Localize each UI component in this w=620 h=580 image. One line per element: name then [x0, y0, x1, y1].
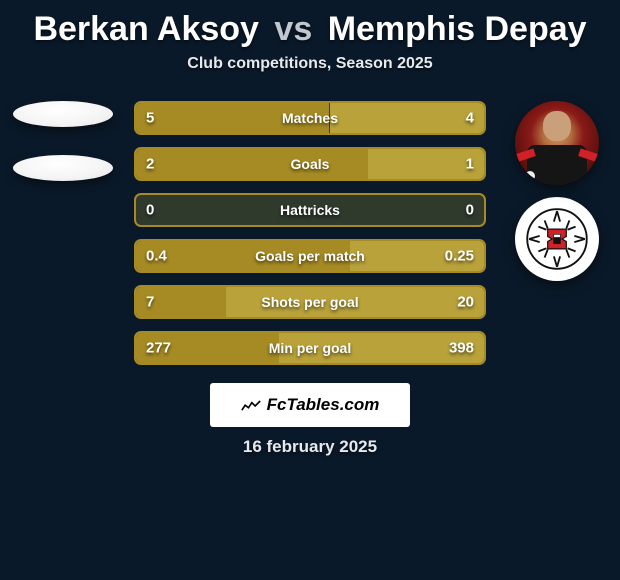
player1-name: Berkan Aksoy: [33, 10, 259, 48]
stat-metric: Hattricks: [280, 202, 340, 218]
right-avatar-column: [502, 101, 612, 293]
stat-value-left: 0: [146, 202, 154, 219]
stat-row: 5 4 Matches: [134, 101, 486, 135]
stat-value-left: 277: [146, 340, 171, 357]
stat-row: 7 20 Shots per goal: [134, 285, 486, 319]
subtitle: Club competitions, Season 2025: [8, 55, 612, 73]
stat-metric: Matches: [282, 110, 338, 126]
stat-metric: Goals: [291, 156, 330, 172]
stat-row: 0 0 Hattricks: [134, 193, 486, 227]
stat-value-right: 4: [466, 110, 474, 127]
vs-text: vs: [274, 10, 312, 48]
stat-row: 0.4 0.25 Goals per match: [134, 239, 486, 273]
sparkline-icon: [241, 398, 261, 412]
stat-value-right: 398: [449, 340, 474, 357]
brand-label: FcTables.com: [267, 395, 380, 415]
stat-metric: Goals per match: [255, 248, 365, 264]
stat-metric: Shots per goal: [261, 294, 358, 310]
stat-value-right: 1: [466, 156, 474, 173]
stats-area: 5 4 Matches 2 1 Goals 0 0 Hattricks 0.4 0.25 Goals …: [8, 101, 612, 365]
stat-metric: Min per goal: [269, 340, 351, 356]
stat-value-left: 0.4: [146, 248, 167, 265]
stat-value-left: 5: [146, 110, 154, 127]
ellipse-placeholder-icon: [13, 101, 113, 127]
stat-value-left: 7: [146, 294, 154, 311]
stat-value-right: 20: [457, 294, 474, 311]
club-logo-icon: [515, 197, 599, 281]
stat-value-right: 0: [466, 202, 474, 219]
stat-bar-left: [136, 149, 368, 179]
date-label: 16 february 2025: [8, 437, 612, 457]
stat-row: 277 398 Min per goal: [134, 331, 486, 365]
stat-bar-right: [330, 103, 485, 133]
stat-rows: 5 4 Matches 2 1 Goals 0 0 Hattricks 0.4 0.25 Goals …: [134, 101, 486, 365]
player2-name: Memphis Depay: [328, 10, 587, 48]
page-title: Berkan Aksoy vs Memphis Depay: [8, 0, 612, 55]
stat-value-right: 0.25: [445, 248, 474, 265]
stat-value-left: 2: [146, 156, 154, 173]
ellipse-placeholder-icon: [13, 155, 113, 181]
brand-box: FcTables.com: [210, 383, 410, 427]
stat-row: 2 1 Goals: [134, 147, 486, 181]
left-avatar-column: [8, 101, 118, 209]
player-photo-icon: [515, 101, 599, 185]
